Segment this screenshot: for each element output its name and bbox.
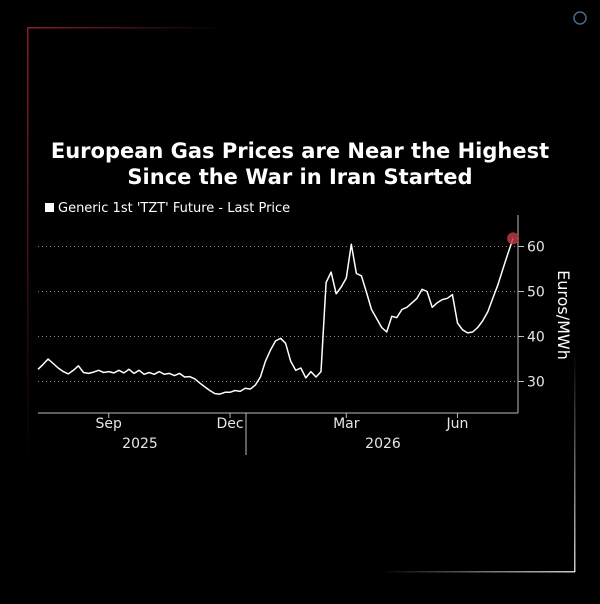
y-tick-label: 40 (527, 330, 545, 346)
x-tick-label: Mar (333, 416, 360, 432)
y-tick-label: 60 (527, 240, 545, 256)
x-tick-label: Jun (446, 416, 469, 432)
frame (380, 571, 575, 573)
frame (574, 350, 576, 572)
chart-title: European Gas Prices are Near the Highest (51, 139, 549, 163)
x-tick-label: Dec (216, 416, 243, 432)
line (37, 238, 514, 395)
y-tick-label: 30 (527, 375, 545, 391)
y-axis-label: Euros/MWh (554, 270, 573, 360)
y-tick-label: 50 (527, 285, 545, 301)
x-tick-label: Sep (96, 416, 123, 432)
x-group-label: 2026 (365, 436, 401, 452)
frame (27, 27, 29, 467)
x-group-label: 2025 (122, 436, 158, 452)
chart-title: Since the War in Iran Started (127, 165, 472, 189)
frame (27, 27, 227, 29)
logo (573, 11, 587, 25)
legend-label: Generic 1st 'TZT' Future - Last Price (58, 201, 290, 216)
end-marker (507, 232, 520, 245)
legend-swatch (45, 203, 54, 212)
